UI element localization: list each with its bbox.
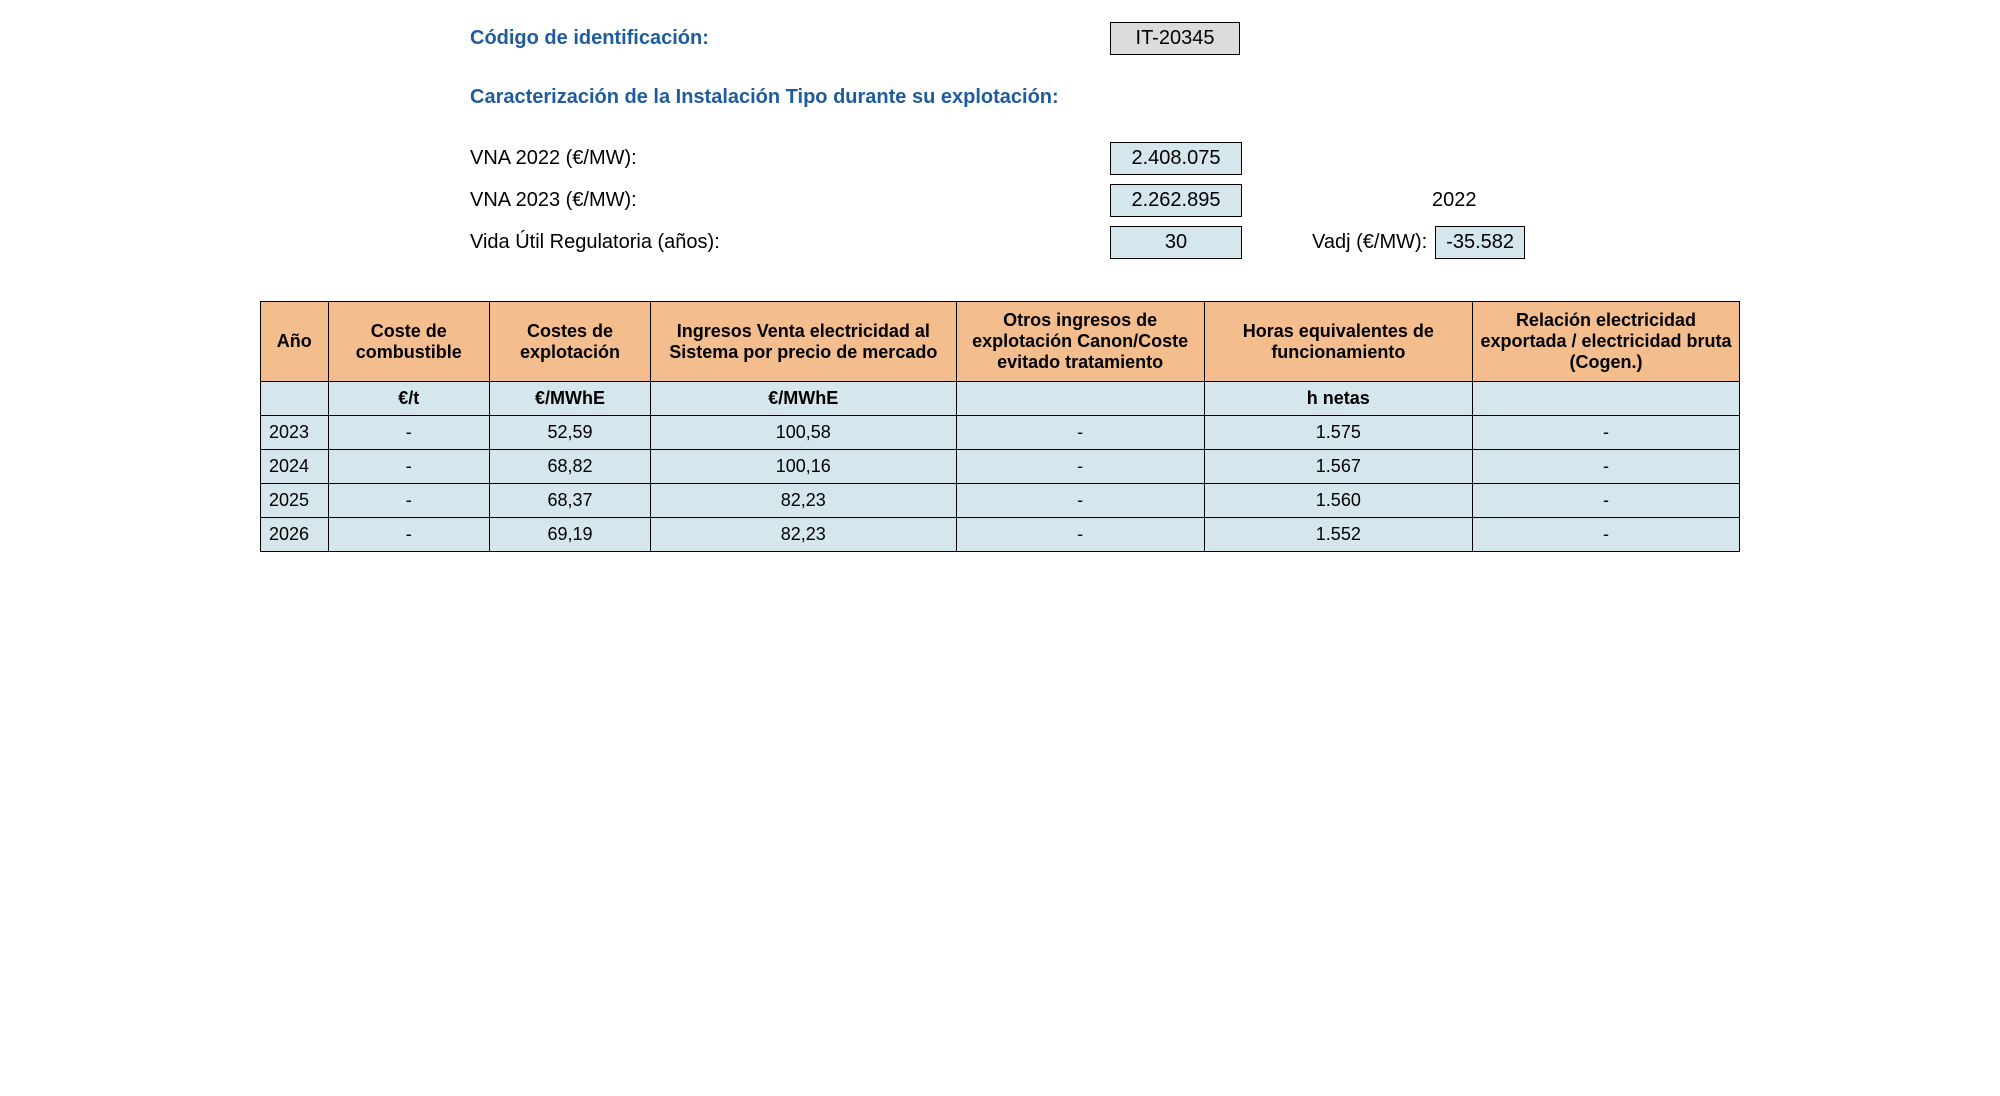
cell-exp: 68,37 — [489, 484, 650, 518]
col-other: Otros ingresos de explotación Canon/Cost… — [956, 302, 1204, 382]
cell-other: - — [956, 518, 1204, 552]
col-hours: Horas equivalentes de funcionamiento — [1204, 302, 1472, 382]
cell-ratio: - — [1472, 518, 1739, 552]
col-year: Año — [261, 302, 329, 382]
code-label: Código de identificación: — [470, 27, 1110, 50]
cell-fuel: - — [328, 450, 489, 484]
table-row: 2025 - 68,37 82,23 - 1.560 - — [261, 484, 1740, 518]
cell-exp: 52,59 — [489, 416, 650, 450]
cell-ratio: - — [1472, 450, 1739, 484]
cell-fuel: - — [328, 484, 489, 518]
cell-hours: 1.567 — [1204, 450, 1472, 484]
header-row: Año Coste de combustible Costes de explo… — [261, 302, 1740, 382]
vna2022-label: VNA 2022 (€/MW): — [470, 147, 1110, 170]
cell-other: - — [956, 484, 1204, 518]
cell-year: 2024 — [261, 450, 329, 484]
vida-row: Vida Útil Regulatoria (años): 30 Vadj (€… — [470, 223, 1740, 261]
data-table: Año Coste de combustible Costes de explo… — [260, 301, 1740, 552]
cell-hours: 1.575 — [1204, 416, 1472, 450]
document-container: Código de identificación: IT-20345 Carac… — [260, 20, 1740, 552]
unit-other — [956, 382, 1204, 416]
cell-sales: 82,23 — [651, 484, 956, 518]
header-section: Código de identificación: IT-20345 Carac… — [470, 20, 1740, 261]
unit-exp: €/MWhE — [489, 382, 650, 416]
vna2022-row: VNA 2022 (€/MW): 2.408.075 — [470, 139, 1740, 177]
cell-sales: 100,16 — [651, 450, 956, 484]
cell-fuel: - — [328, 416, 489, 450]
vadj-label: Vadj (€/MW): — [1312, 231, 1427, 254]
cell-other: - — [956, 416, 1204, 450]
unit-fuel: €/t — [328, 382, 489, 416]
cell-year: 2026 — [261, 518, 329, 552]
cell-year: 2023 — [261, 416, 329, 450]
reference-year: 2022 — [1432, 189, 1477, 212]
cell-exp: 68,82 — [489, 450, 650, 484]
unit-year — [261, 382, 329, 416]
vna2022-value: 2.408.075 — [1110, 142, 1242, 175]
col-ratio: Relación electricidad exportada / electr… — [1472, 302, 1739, 382]
table-row: 2026 - 69,19 82,23 - 1.552 - — [261, 518, 1740, 552]
vadj-value: -35.582 — [1435, 226, 1525, 259]
cell-hours: 1.552 — [1204, 518, 1472, 552]
cell-fuel: - — [328, 518, 489, 552]
cell-other: - — [956, 450, 1204, 484]
cell-ratio: - — [1472, 484, 1739, 518]
code-value: IT-20345 — [1110, 22, 1240, 55]
vna2023-label: VNA 2023 (€/MW): — [470, 189, 1110, 212]
vida-label: Vida Útil Regulatoria (años): — [470, 231, 1110, 254]
cell-year: 2025 — [261, 484, 329, 518]
cell-sales: 100,58 — [651, 416, 956, 450]
cell-ratio: - — [1472, 416, 1739, 450]
col-sales: Ingresos Venta electricidad al Sistema p… — [651, 302, 956, 382]
unit-hours: h netas — [1204, 382, 1472, 416]
code-row: Código de identificación: IT-20345 — [470, 20, 1740, 56]
unit-ratio — [1472, 382, 1739, 416]
col-exp: Costes de explotación — [489, 302, 650, 382]
cell-exp: 69,19 — [489, 518, 650, 552]
cell-hours: 1.560 — [1204, 484, 1472, 518]
vna2023-value: 2.262.895 — [1110, 184, 1242, 217]
col-fuel: Coste de combustible — [328, 302, 489, 382]
vna2023-row: VNA 2023 (€/MW): 2.262.895 2022 — [470, 181, 1740, 219]
vida-value: 30 — [1110, 226, 1242, 259]
table-row: 2024 - 68,82 100,16 - 1.567 - — [261, 450, 1740, 484]
table-header: Año Coste de combustible Costes de explo… — [261, 302, 1740, 382]
cell-sales: 82,23 — [651, 518, 956, 552]
table-body: €/t €/MWhE €/MWhE h netas 2023 - 52,59 1… — [261, 382, 1740, 552]
units-row: €/t €/MWhE €/MWhE h netas — [261, 382, 1740, 416]
subtitle: Caracterización de la Instalación Tipo d… — [470, 86, 1740, 109]
unit-sales: €/MWhE — [651, 382, 956, 416]
table-row: 2023 - 52,59 100,58 - 1.575 - — [261, 416, 1740, 450]
